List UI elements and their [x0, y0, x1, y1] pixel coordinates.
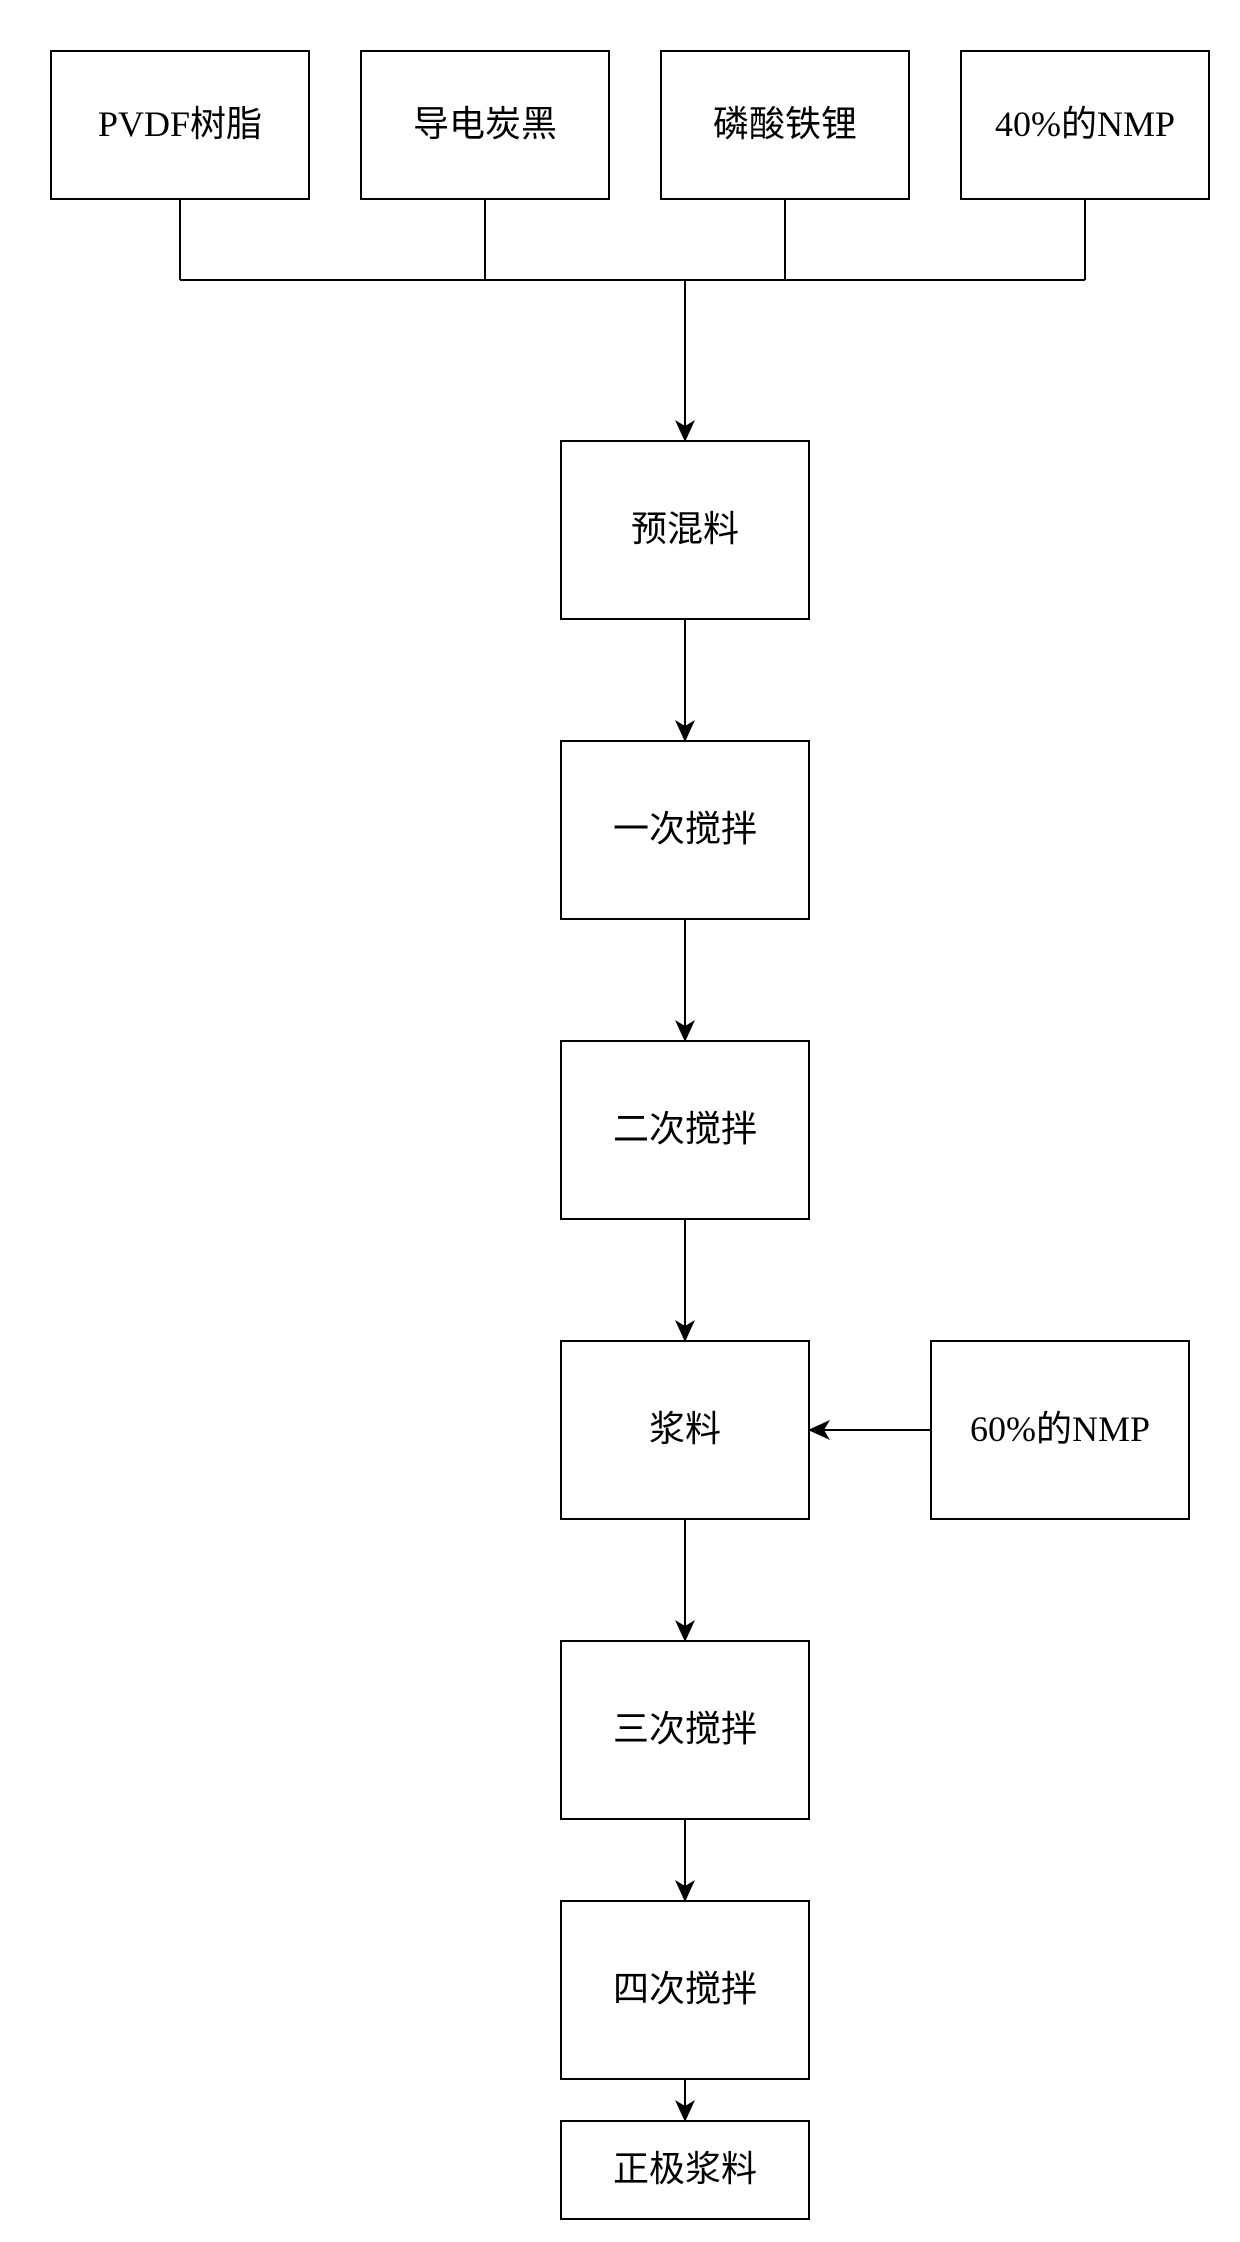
- edges-layer: [0, 0, 1240, 2242]
